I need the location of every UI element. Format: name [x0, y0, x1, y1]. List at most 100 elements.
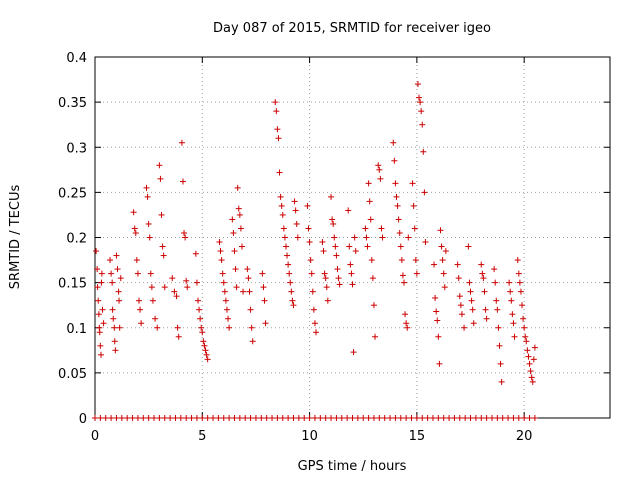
data-point	[397, 243, 404, 250]
zero-data-point	[505, 415, 512, 421]
data-point	[195, 297, 201, 304]
zero-data-point	[488, 415, 495, 421]
data-point	[321, 270, 328, 277]
data-point	[154, 324, 161, 331]
data-point	[286, 270, 293, 277]
data-point	[467, 288, 474, 295]
data-point	[372, 333, 379, 340]
data-point	[497, 360, 504, 367]
data-point	[531, 344, 538, 351]
data-point	[287, 279, 294, 286]
data-point	[216, 239, 223, 246]
data-point	[348, 270, 355, 277]
data-point	[182, 234, 189, 241]
data-point	[192, 250, 199, 257]
zero-data-point	[183, 415, 190, 421]
data-point	[432, 294, 439, 301]
data-point	[367, 216, 374, 223]
data-point	[336, 281, 343, 288]
data-point	[276, 169, 283, 176]
data-point	[260, 284, 267, 291]
data-point	[511, 333, 518, 340]
data-point	[174, 324, 181, 331]
data-point	[468, 297, 475, 304]
data-point	[116, 324, 123, 331]
zero-data-point	[328, 415, 335, 421]
zero-data-point	[252, 415, 259, 421]
data-point	[290, 302, 297, 309]
data-point	[526, 360, 533, 367]
data-point	[519, 302, 526, 309]
data-point	[278, 202, 285, 209]
data-point	[431, 261, 438, 268]
zero-data-point	[199, 415, 206, 421]
data-point	[311, 320, 318, 327]
zero-data-point	[381, 415, 388, 421]
data-point	[202, 347, 209, 354]
data-point	[115, 288, 122, 295]
data-point	[376, 166, 383, 173]
zero-data-point	[338, 415, 345, 421]
data-point	[391, 157, 398, 164]
data-point	[249, 338, 256, 345]
zero-data-point	[215, 415, 222, 421]
zero-data-point	[210, 415, 217, 421]
data-point	[204, 356, 211, 363]
data-point	[94, 284, 101, 291]
data-point	[479, 270, 486, 277]
data-point	[517, 288, 524, 295]
data-point	[179, 178, 186, 185]
data-point	[419, 121, 426, 128]
data-point	[404, 324, 411, 331]
zero-data-point	[419, 415, 426, 421]
zero-data-point	[456, 415, 463, 421]
zero-data-point	[435, 415, 442, 421]
zero-data-point	[462, 415, 469, 421]
data-point	[347, 261, 354, 268]
data-point	[398, 257, 405, 264]
data-point	[148, 284, 155, 291]
data-point	[322, 275, 329, 282]
data-point	[285, 261, 292, 268]
data-points	[92, 81, 538, 421]
data-point	[184, 284, 191, 291]
data-point	[515, 270, 522, 277]
zero-data-point	[161, 415, 168, 421]
zero-data-point	[531, 415, 538, 421]
zero-data-point	[242, 415, 249, 421]
data-point	[272, 99, 279, 106]
zero-data-point	[97, 415, 104, 421]
data-point	[403, 320, 410, 327]
data-point	[413, 270, 420, 277]
zero-data-point	[145, 415, 152, 421]
zero-data-point	[392, 415, 399, 421]
data-point	[279, 211, 286, 218]
data-point	[277, 193, 284, 200]
data-point	[169, 275, 176, 282]
zero-data-point	[124, 415, 131, 421]
zero-data-point	[397, 415, 404, 421]
zero-data-point	[499, 415, 506, 421]
data-point	[441, 284, 448, 291]
zero-data-point	[92, 415, 98, 421]
zero-data-point	[494, 415, 501, 421]
data-point	[175, 333, 182, 340]
data-point	[200, 338, 207, 345]
x-tick-label: 10	[301, 429, 318, 444]
data-point	[109, 279, 116, 286]
data-point	[379, 234, 386, 241]
data-point	[261, 297, 268, 304]
zero-data-point	[424, 415, 431, 421]
data-point	[173, 293, 180, 300]
data-point	[457, 302, 464, 309]
data-point	[333, 252, 340, 259]
zero-data-point	[429, 415, 436, 421]
zero-data-point	[333, 415, 340, 421]
data-point	[231, 248, 238, 255]
data-point	[319, 239, 326, 246]
zero-data-point	[467, 415, 474, 421]
data-point	[158, 211, 165, 218]
zero-data-point	[515, 415, 522, 421]
data-point	[248, 324, 255, 331]
data-point	[232, 266, 239, 273]
